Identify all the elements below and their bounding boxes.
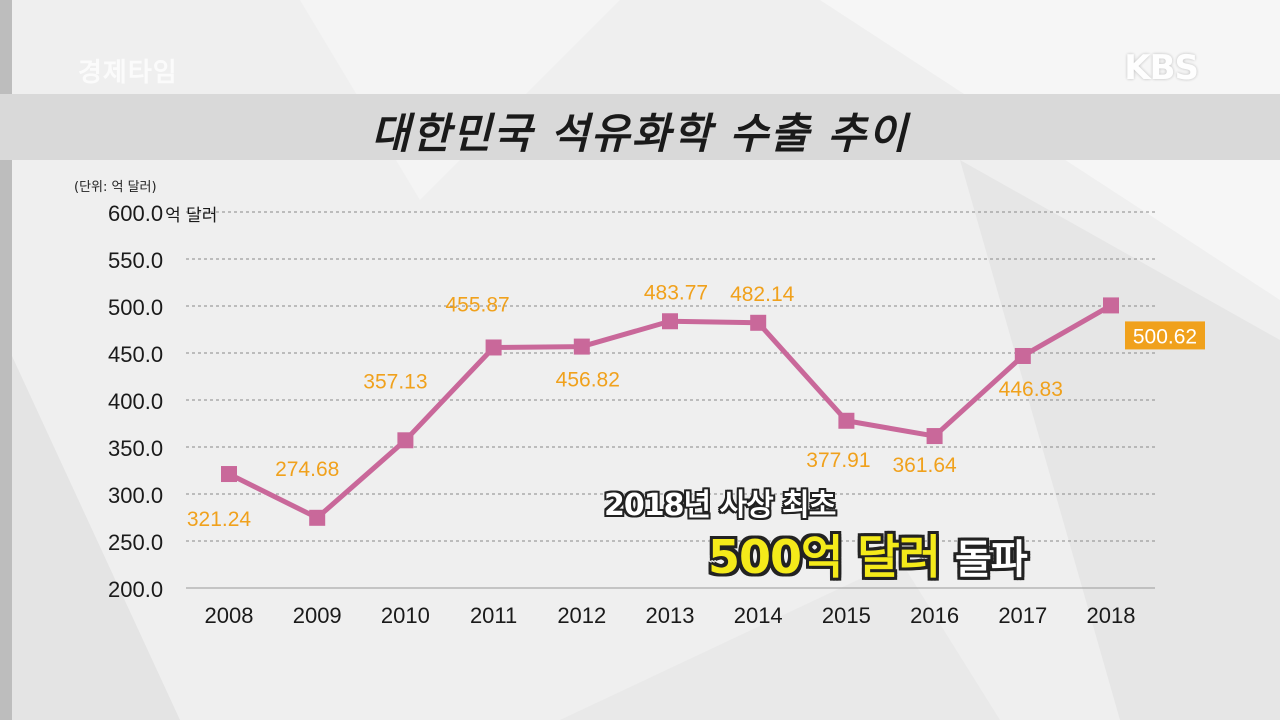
data-point <box>926 428 943 445</box>
data-point <box>309 509 326 526</box>
y-tick-label: 600.0 억 달러 <box>108 201 217 226</box>
y-tick-label: 450.0 <box>108 342 163 367</box>
x-tick-label: 2018 <box>1087 603 1136 628</box>
data-point <box>485 339 502 356</box>
data-label: 357.13 <box>363 370 427 393</box>
data-label: 483.77 <box>644 281 708 304</box>
data-label: 456.82 <box>556 369 620 392</box>
data-point <box>662 313 678 330</box>
data-label: 274.68 <box>275 458 339 481</box>
data-label: 321.24 <box>187 508 252 531</box>
caption-line2: 500억 달러 돌파 <box>708 521 1028 587</box>
data-label: 377.91 <box>806 449 870 472</box>
x-tick-label: 2009 <box>293 603 342 628</box>
unit-note: (단위: 억 달러) <box>74 180 157 195</box>
data-point <box>750 314 767 331</box>
x-tick-label: 2008 <box>205 603 254 628</box>
x-tick-label: 2015 <box>822 603 871 628</box>
y-tick-label: 250.0 <box>108 530 163 555</box>
y-tick-label: 550.0 <box>108 248 163 273</box>
x-tick-label: 2016 <box>910 603 959 628</box>
data-point <box>397 432 414 449</box>
caption-highlight: 500억 달러 <box>708 530 941 584</box>
x-tick-label: 2017 <box>998 603 1047 628</box>
data-point <box>221 466 237 483</box>
x-tick-label: 2010 <box>381 603 430 628</box>
data-label: 455.87 <box>445 293 509 316</box>
x-tick-label: 2012 <box>557 603 606 628</box>
data-label: 500.62 <box>1133 325 1197 348</box>
data-point <box>838 412 855 429</box>
x-tick-label: 2013 <box>646 603 695 628</box>
y-tick-label: 400.0 <box>108 389 163 414</box>
data-label: 446.83 <box>999 378 1063 401</box>
caption-line1: 2018년 사상 최초 <box>604 488 836 523</box>
y-tick-label: 300.0 <box>108 483 163 508</box>
caption-suffix: 돌파 <box>955 537 1028 583</box>
y-tick-label: 200.0 <box>108 577 163 602</box>
data-point <box>1103 297 1119 314</box>
data-point <box>573 338 590 355</box>
chart-title: 대한민국 석유화학 수출 추이 <box>371 109 909 158</box>
left-edge-bar <box>0 0 12 720</box>
title-band <box>0 94 1280 160</box>
kbs-logo: KBS <box>1124 48 1199 88</box>
y-tick-label: 500.0 <box>108 295 163 320</box>
y-tick-label: 350.0 <box>108 436 163 461</box>
highlight-value-box <box>1125 321 1205 350</box>
x-tick-label: 2011 <box>470 603 517 628</box>
x-tick-label: 2014 <box>734 603 783 628</box>
data-label: 482.14 <box>730 283 795 306</box>
data-label: 361.64 <box>892 454 957 477</box>
program-logo: 경제타임 <box>78 58 178 88</box>
data-point <box>1014 347 1031 364</box>
